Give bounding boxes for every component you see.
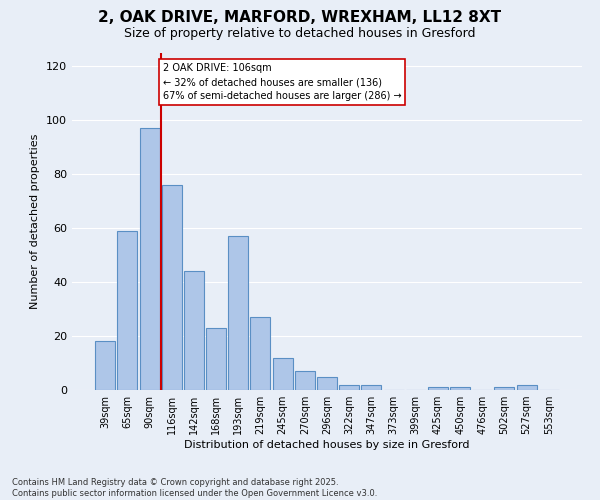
Bar xyxy=(517,384,536,390)
Text: Contains HM Land Registry data © Crown copyright and database right 2025.
Contai: Contains HM Land Registry data © Crown c… xyxy=(12,478,377,498)
Bar xyxy=(228,236,248,390)
Text: Size of property relative to detached houses in Gresford: Size of property relative to detached ho… xyxy=(124,28,476,40)
Bar xyxy=(184,271,204,390)
Y-axis label: Number of detached properties: Number of detached properties xyxy=(31,134,40,309)
Bar xyxy=(317,376,337,390)
Bar xyxy=(450,388,470,390)
Bar xyxy=(250,317,271,390)
Bar xyxy=(361,384,382,390)
Bar xyxy=(295,371,315,390)
X-axis label: Distribution of detached houses by size in Gresford: Distribution of detached houses by size … xyxy=(184,440,470,450)
Bar xyxy=(272,358,293,390)
Text: 2, OAK DRIVE, MARFORD, WREXHAM, LL12 8XT: 2, OAK DRIVE, MARFORD, WREXHAM, LL12 8XT xyxy=(98,10,502,25)
Bar xyxy=(339,384,359,390)
Bar xyxy=(494,388,514,390)
Bar xyxy=(118,230,137,390)
Bar xyxy=(206,328,226,390)
Bar xyxy=(162,185,182,390)
Bar xyxy=(428,388,448,390)
Text: 2 OAK DRIVE: 106sqm
← 32% of detached houses are smaller (136)
67% of semi-detac: 2 OAK DRIVE: 106sqm ← 32% of detached ho… xyxy=(163,64,401,102)
Bar xyxy=(95,342,115,390)
Bar xyxy=(140,128,160,390)
